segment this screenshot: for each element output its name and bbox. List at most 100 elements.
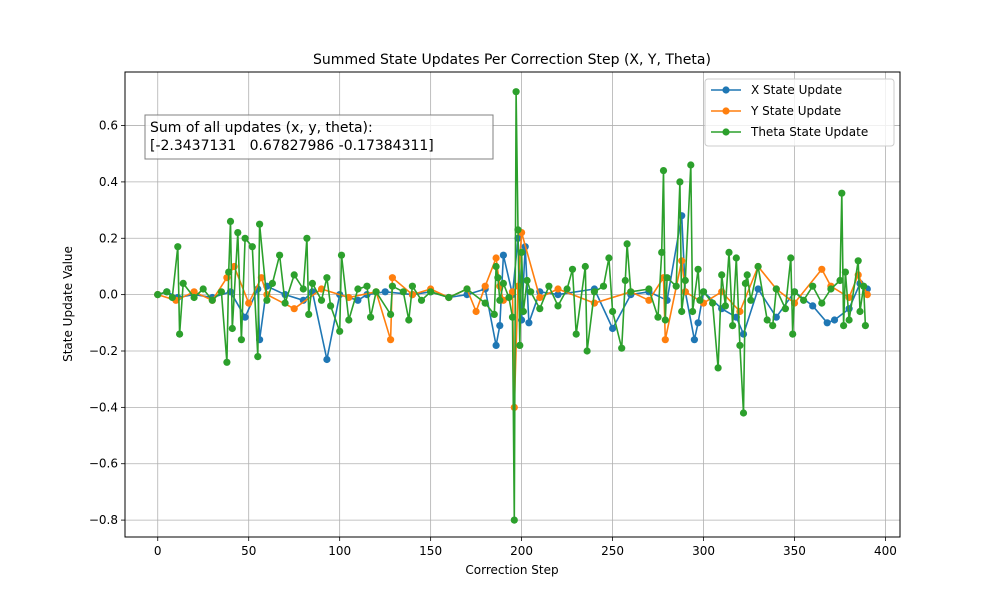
data-point [199, 285, 207, 293]
data-point [514, 282, 522, 290]
legend-frame [704, 78, 895, 147]
data-point [789, 330, 797, 338]
data-series [154, 88, 871, 524]
data-point [281, 299, 289, 307]
data-point [388, 274, 396, 282]
y-tick-label: −0.8 [89, 513, 118, 527]
data-point [336, 327, 344, 335]
data-point [405, 316, 413, 324]
data-point [689, 307, 697, 316]
data-point [154, 291, 162, 299]
data-point [536, 293, 544, 302]
data-point [463, 285, 471, 293]
data-point [508, 288, 517, 296]
data-point [248, 243, 256, 251]
data-point [527, 288, 535, 296]
y-tick-label: 0.2 [99, 231, 118, 245]
series-3 [154, 88, 870, 524]
data-point [387, 336, 395, 344]
data-point [399, 288, 407, 296]
data-point [787, 254, 795, 262]
data-point [168, 293, 176, 302]
data-point [223, 358, 231, 366]
data-point [590, 299, 599, 307]
data-point [427, 288, 435, 296]
data-point [772, 285, 780, 293]
data-point [694, 319, 702, 327]
data-point [514, 226, 522, 234]
data-point [663, 274, 671, 282]
data-point [290, 305, 298, 313]
data-point [290, 271, 298, 279]
legend-item: Theta State Update [711, 125, 868, 139]
y-axis-label: State Update Value [61, 246, 75, 362]
data-point [492, 341, 500, 349]
data-point [545, 282, 553, 290]
data-point [754, 262, 762, 271]
data-point [769, 322, 777, 330]
data-point [490, 310, 498, 318]
data-point [492, 262, 500, 271]
data-point [623, 240, 631, 248]
data-point [518, 248, 526, 256]
data-point [823, 319, 831, 327]
data-point [481, 299, 489, 307]
data-point [678, 307, 686, 316]
legend: X State Update Y State Update Theta State … [704, 78, 895, 147]
data-point [627, 288, 635, 296]
data-point [563, 285, 571, 293]
data-point [323, 274, 331, 282]
data-point [256, 220, 264, 228]
x-tick-label: 100 [328, 544, 351, 558]
data-point [676, 178, 684, 186]
data-point [609, 324, 617, 333]
data-point [519, 307, 528, 316]
data-point [599, 282, 608, 290]
data-point [163, 288, 171, 296]
data-point [687, 161, 695, 169]
data-point [590, 288, 599, 296]
data-point [694, 265, 702, 273]
data-point [337, 251, 346, 259]
data-point [308, 279, 316, 287]
data-point [739, 330, 748, 338]
legend-item: X State Update [711, 83, 842, 97]
annotation-box: Sum of all updates (x, y, theta): [-2.34… [144, 114, 494, 160]
data-point [299, 285, 307, 293]
data-point [605, 254, 613, 262]
data-point [609, 307, 617, 316]
data-point [732, 254, 740, 262]
data-point [363, 282, 371, 290]
data-point [208, 296, 216, 304]
data-point [190, 288, 198, 296]
data-point [699, 288, 708, 296]
data-point [268, 279, 276, 287]
data-point [809, 302, 817, 310]
data-point [736, 341, 744, 349]
data-point [672, 282, 680, 290]
data-point [658, 248, 666, 256]
data-point [661, 316, 669, 324]
data-point [237, 336, 245, 344]
data-point [845, 316, 853, 324]
data-point [472, 307, 480, 316]
data-point [790, 288, 799, 296]
x-tick-label: 400 [874, 544, 897, 558]
data-point [800, 296, 808, 304]
chart-title: Summed State Updates Per Correction Step… [313, 52, 711, 68]
legend-label: Y State Update [750, 104, 841, 118]
data-point [763, 316, 771, 324]
data-point [709, 299, 717, 307]
data-point [818, 265, 826, 273]
data-point [481, 282, 489, 290]
data-point [856, 307, 864, 316]
data-point [690, 336, 699, 344]
data-point [659, 167, 668, 175]
data-point [854, 257, 862, 265]
data-point [654, 313, 662, 321]
data-point [739, 409, 748, 417]
data-point [516, 341, 524, 349]
data-point [327, 302, 335, 310]
